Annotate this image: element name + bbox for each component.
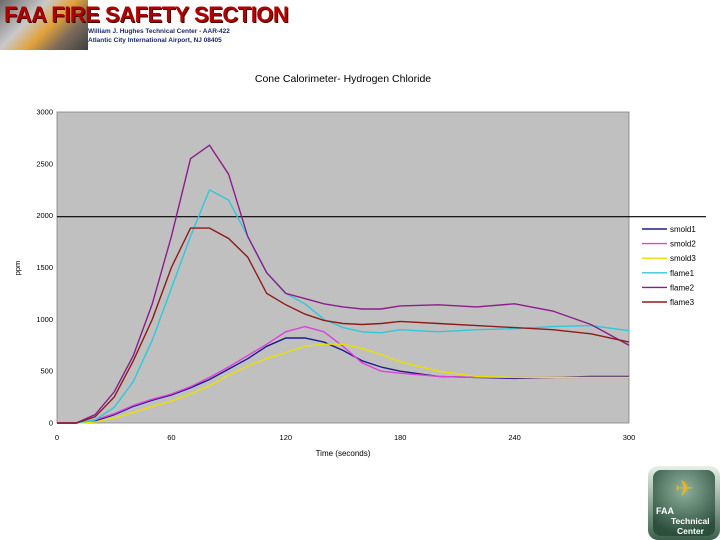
y-tick-label: 3000 [36,108,53,117]
logo-text-technical: Technical [671,516,710,526]
y-tick-label: 0 [49,419,53,428]
legend-label-flame1: flame1 [670,269,695,278]
header-banner: FAA FIRE SAFETY SECTION William J. Hughe… [0,0,289,52]
series-line-flame3 [57,227,630,424]
logo-text-center: Center [677,526,704,536]
x-tick-label: 60 [167,433,175,442]
header-photo [0,0,88,50]
x-axis-label: Time (seconds) [316,449,371,458]
airplane-icon: ✈ [675,476,694,501]
series-line-smold2 [57,325,629,424]
header-address-line1: William J. Hughes Technical Center - AAR… [88,28,230,35]
legend-label-smold3: smold3 [670,254,696,263]
chart-title: Cone Calorimeter- Hydrogen Chloride [255,73,431,85]
x-tick-label: 120 [280,433,293,442]
y-tick-label: 1500 [36,263,53,272]
header-address-line2: Atlantic City International Airport, NJ … [88,37,222,44]
x-tick-label: 240 [508,433,521,442]
x-tick-label: 180 [394,433,407,442]
logo-text-faa: FAA [656,506,674,516]
y-tick-label: 1000 [36,315,53,324]
y-axis-ticks: 0 500 1000 1500 2000 2500 3000 [36,108,53,428]
x-axis-ticks: 0 60 120 180 240 300 [55,433,635,442]
legend-label-smold2: smold2 [670,240,696,249]
header-title: FAA FIRE SAFETY SECTION [4,2,289,27]
faa-technical-center-logo: ✈ FAA Technical Center [648,466,720,540]
y-tick-label: 2500 [36,159,53,168]
y-tick-label: 2000 [36,211,53,220]
series-line-smold3 [57,343,629,424]
series-lines [57,144,630,424]
series-line-flame2 [57,144,630,424]
x-tick-label: 300 [623,433,636,442]
y-tick-label: 500 [40,367,53,376]
legend-label-flame2: flame2 [670,283,695,292]
legend-label-flame3: flame3 [670,298,695,307]
y-axis-label: ppm [13,261,22,276]
logo-emblem: ✈ FAA Technical Center [653,470,715,536]
legend-label-smold1: smold1 [670,225,696,234]
plot-area [56,111,630,424]
x-tick-label: 0 [55,433,59,442]
legend: smold1 smold2 smold3 flame1 flame2 flame3 [642,225,696,307]
